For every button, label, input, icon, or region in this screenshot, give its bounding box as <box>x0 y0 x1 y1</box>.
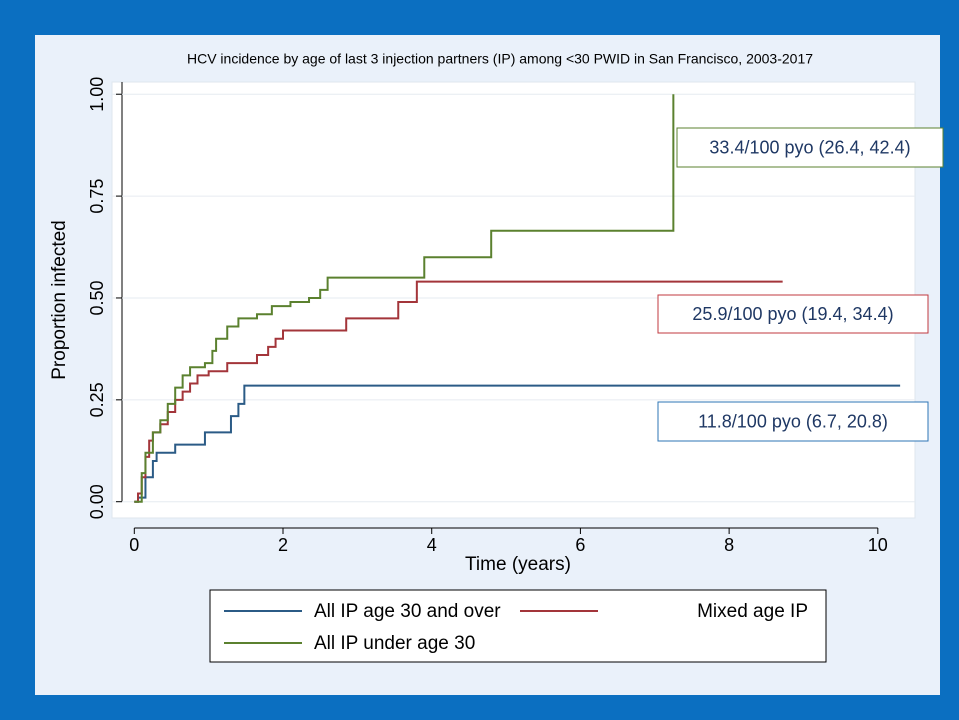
step-line <box>134 384 901 503</box>
annotation-box <box>676 127 944 168</box>
y-tick-label: 0.50 <box>87 280 107 315</box>
step-line <box>134 94 675 503</box>
y-tick-label: 0.25 <box>87 382 107 417</box>
y-axis-title: Proportion infected <box>49 220 70 380</box>
x-tick-label: 10 <box>868 535 888 555</box>
annotation-box <box>657 401 929 442</box>
step-line <box>134 280 783 503</box>
annotation-box <box>657 294 929 334</box>
annotation: 11.8/100 pyo (6.7, 20.8) <box>698 411 888 431</box>
x-tick-label: 4 <box>427 535 437 555</box>
x-tick-label: 6 <box>575 535 585 555</box>
chart-title: HCV incidence by age of last 3 injection… <box>187 51 813 67</box>
x-axis-title: Time (years) <box>465 554 571 575</box>
legend-label: All IP under age 30 <box>314 633 475 654</box>
y-tick-label: 0.00 <box>87 484 107 519</box>
annotation: 33.4/100 pyo (26.4, 42.4) <box>709 137 910 157</box>
legend-label: All IP age 30 and over <box>314 601 501 622</box>
x-tick-label: 8 <box>724 535 734 555</box>
annotation: 25.9/100 pyo (19.4, 34.4) <box>692 304 893 324</box>
legend-label: Mixed age IP <box>697 601 808 622</box>
x-tick-label: 0 <box>129 535 139 555</box>
y-tick-label: 0.75 <box>87 179 107 214</box>
legend <box>209 589 827 663</box>
x-tick-label: 2 <box>278 535 288 555</box>
y-tick-label: 1.00 <box>87 77 107 112</box>
